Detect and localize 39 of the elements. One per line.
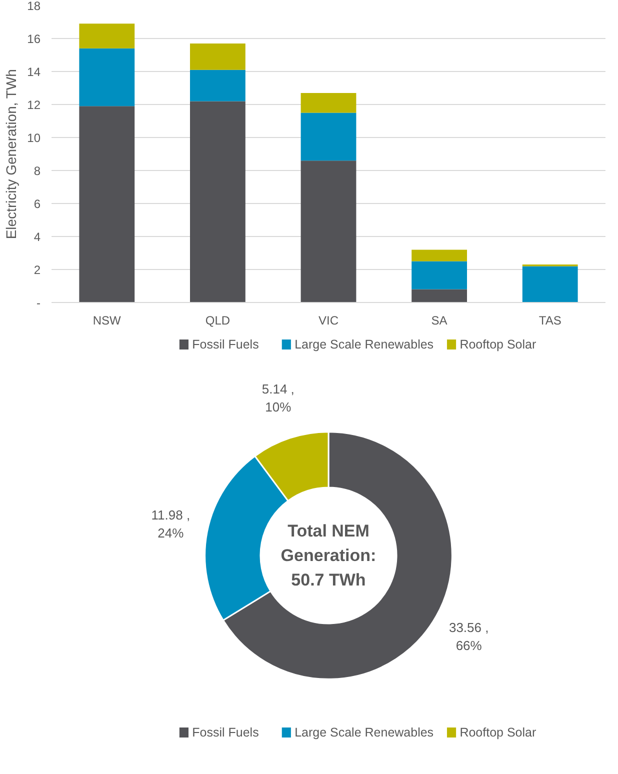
legend-label: Large Scale Renewables (294, 726, 434, 740)
x-tick-label: SA (431, 314, 448, 328)
bar (190, 101, 246, 302)
bar (300, 112, 356, 161)
x-tick-label: NSW (92, 314, 122, 328)
data-label: 5.14 , 10% (262, 382, 294, 415)
legend-label: Large Scale Renewables (294, 338, 434, 352)
y-tick-label: 8 (34, 164, 41, 178)
bar (300, 160, 356, 302)
legend-label: Rooftop Solar (460, 726, 536, 740)
legend-label: Fossil Fuels (192, 726, 259, 740)
bar (79, 48, 135, 106)
y-tick-label: 6 (34, 197, 41, 211)
bar (522, 266, 578, 302)
y-tick-label: - (36, 296, 41, 310)
data-label: 33.56 , 66% (448, 620, 489, 653)
bar (300, 92, 356, 113)
bar (79, 106, 135, 302)
bar (190, 43, 246, 70)
bar (412, 289, 467, 302)
y-tick-label: 12 (27, 98, 41, 112)
y-tick-label: 16 (27, 32, 41, 46)
y-tick-label: 4 (34, 230, 41, 244)
y-axis-title: Electricity Generation, TWh (3, 69, 20, 240)
data-label: 11.98 , 24% (151, 508, 190, 541)
legend-label: Fossil Fuels (192, 338, 259, 352)
x-tick-label: TAS (538, 314, 562, 328)
x-tick-label: VIC (318, 314, 339, 328)
bar (412, 250, 467, 262)
legend-label: Rooftop Solar (460, 338, 536, 352)
y-tick-label: 18 (27, 0, 41, 13)
bar (190, 70, 246, 102)
bar (412, 261, 467, 290)
y-tick-label: 10 (27, 131, 41, 145)
x-tick-label: QLD (205, 314, 230, 328)
y-tick-label: 14 (27, 65, 41, 79)
y-tick-label: 2 (34, 263, 41, 277)
bar (79, 24, 135, 48)
text: Total NEM Generation: 50.7 TWh (280, 521, 376, 590)
